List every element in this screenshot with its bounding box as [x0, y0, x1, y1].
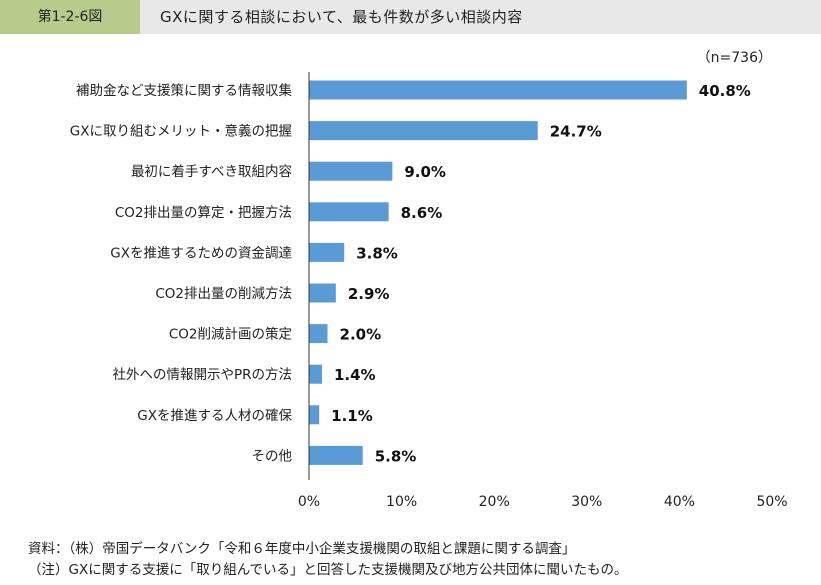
source-note: 資料：（株）帝国データバンク「令和６年度中小企業支援機関の取組と課題に関する調査… — [28, 541, 576, 557]
bar-2 — [309, 121, 538, 141]
category-label: その他 — [252, 448, 293, 464]
bar-1 — [309, 80, 687, 100]
figure-title: GXに関する相談において、最も件数が多い相談内容 — [160, 8, 523, 26]
value-label: 1.1% — [331, 407, 373, 425]
bar-7 — [309, 324, 328, 344]
value-label: 9.0% — [404, 163, 446, 181]
bar-5 — [309, 242, 345, 262]
figure-header: 第1-2-6図 GXに関する相談において、最も件数が多い相談内容 — [0, 0, 821, 34]
category-label: CO2削減計画の策定 — [169, 326, 292, 343]
x-tick-label: 10% — [386, 494, 417, 510]
bar-3 — [309, 161, 393, 181]
category-label: CO2排出量の削減方法 — [155, 285, 292, 302]
category-label: 補助金など支援策に関する情報収集 — [76, 82, 292, 99]
figure-notes: 資料：（株）帝国データバンク「令和６年度中小企業支援機関の取組と課題に関する調査… — [28, 539, 628, 581]
x-tick-label: 30% — [571, 494, 602, 510]
bar-4 — [309, 202, 389, 222]
footnote: （注）GXに関する支援に「取り組んでいる」と回答した支援機関及び地方公共団体に聞… — [28, 562, 628, 578]
bar-10 — [309, 445, 363, 465]
x-tick-label: 20% — [479, 494, 510, 510]
x-tick-label: 40% — [664, 494, 695, 510]
category-label: 最初に着手すべき取組内容 — [131, 163, 292, 180]
sample-size-annotation: （n=736） — [697, 50, 772, 66]
category-label: GXを推進するための資金調達 — [110, 245, 292, 261]
category-label: GXに取り組むメリット・意義の把握 — [70, 123, 292, 140]
bar-9 — [309, 405, 320, 425]
value-label: 2.0% — [340, 326, 382, 344]
bar-6 — [309, 283, 336, 303]
bar-8 — [309, 364, 322, 384]
value-label: 8.6% — [401, 204, 443, 222]
value-label: 3.8% — [356, 244, 398, 262]
category-label: GXを推進する人材の確保 — [137, 408, 292, 424]
value-label: 2.9% — [348, 285, 390, 303]
x-tick-label: 50% — [756, 494, 787, 510]
figure-label: 第1-2-6図 — [0, 0, 140, 34]
value-label: 5.8% — [375, 447, 417, 465]
x-tick-label: 0% — [298, 494, 320, 510]
bar-chart: （n=736） 補助金など支援策に関する情報収集 40.8% GXに取り組むメリット・… — [70, 50, 788, 510]
value-label: 40.8% — [699, 82, 751, 100]
category-label: 社外への情報開示やPRの方法 — [112, 367, 292, 383]
category-label: CO2排出量の算定・把握方法 — [115, 205, 292, 221]
value-label: 24.7% — [550, 123, 602, 141]
value-label: 1.4% — [334, 366, 376, 384]
